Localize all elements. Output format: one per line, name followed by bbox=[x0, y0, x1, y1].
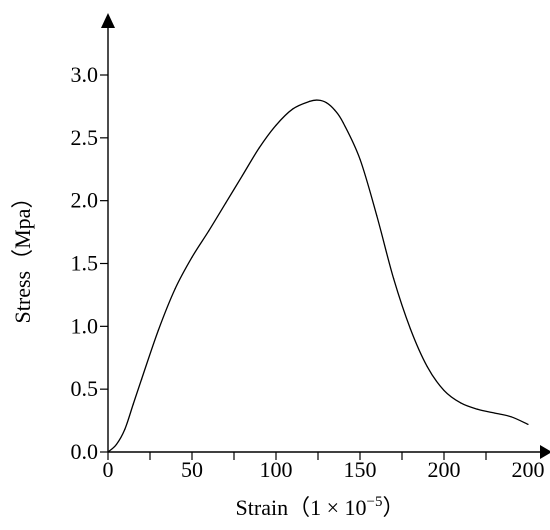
data-point bbox=[510, 416, 512, 418]
x-axis-title-main: Strain（1 × 10 bbox=[236, 495, 367, 520]
data-point bbox=[334, 109, 336, 111]
x-tick-label: 100 bbox=[260, 457, 293, 482]
data-point bbox=[208, 230, 210, 232]
y-tick-label: 1.5 bbox=[71, 251, 99, 276]
y-axis-title: Stress（Mpa） bbox=[10, 187, 35, 324]
data-point bbox=[275, 124, 277, 126]
data-point bbox=[493, 412, 495, 414]
ticks bbox=[100, 74, 487, 460]
data-point bbox=[132, 403, 134, 405]
tick-labels: 0501001502002002000.00.51.01.52.02.53.0 bbox=[71, 62, 545, 482]
axes bbox=[101, 13, 550, 459]
data-point bbox=[317, 99, 319, 101]
data-point bbox=[426, 365, 428, 368]
data-point bbox=[342, 122, 344, 124]
data-point bbox=[477, 408, 479, 410]
data-point bbox=[325, 102, 327, 104]
y-axis-arrow bbox=[101, 13, 115, 28]
data-point bbox=[409, 328, 411, 330]
y-tick-label: 0.5 bbox=[71, 376, 99, 401]
data-point bbox=[443, 389, 445, 392]
data-point bbox=[309, 100, 311, 102]
y-tick-label: 2.0 bbox=[71, 188, 99, 213]
data-point bbox=[376, 215, 378, 217]
x-tick-label: 0 bbox=[103, 457, 114, 482]
data-point bbox=[241, 174, 243, 177]
data-point bbox=[191, 256, 193, 258]
data-point bbox=[292, 108, 294, 110]
x-tick-label: 200 bbox=[512, 457, 545, 482]
x-axis-title-close: ） bbox=[382, 495, 404, 520]
data-point bbox=[124, 428, 126, 430]
x-tick-label: 50 bbox=[181, 457, 203, 482]
x-axis-arrow bbox=[540, 445, 550, 459]
data-point bbox=[157, 329, 159, 331]
y-tick-label: 2.5 bbox=[71, 125, 99, 150]
data-point bbox=[527, 423, 529, 425]
data-points bbox=[107, 99, 529, 453]
x-axis-title: Strain（1 × 10−5） bbox=[236, 494, 405, 520]
data-point bbox=[393, 277, 395, 280]
data-point bbox=[141, 378, 143, 380]
x-tick-label: 200 bbox=[428, 457, 461, 482]
data-point bbox=[174, 288, 176, 290]
y-tick-label: 3.0 bbox=[71, 62, 99, 87]
y-tick-label: 1.0 bbox=[71, 313, 99, 338]
data-point bbox=[460, 402, 462, 404]
data-point bbox=[359, 158, 361, 160]
data-point bbox=[107, 451, 109, 453]
data-point bbox=[258, 147, 260, 149]
x-tick-label: 150 bbox=[344, 457, 377, 482]
x-axis-title-exponent: −5 bbox=[366, 494, 382, 510]
data-point bbox=[115, 443, 117, 446]
data-point bbox=[225, 202, 227, 204]
stress-strain-curve bbox=[107, 99, 529, 453]
y-tick-label: 0.0 bbox=[71, 439, 99, 464]
